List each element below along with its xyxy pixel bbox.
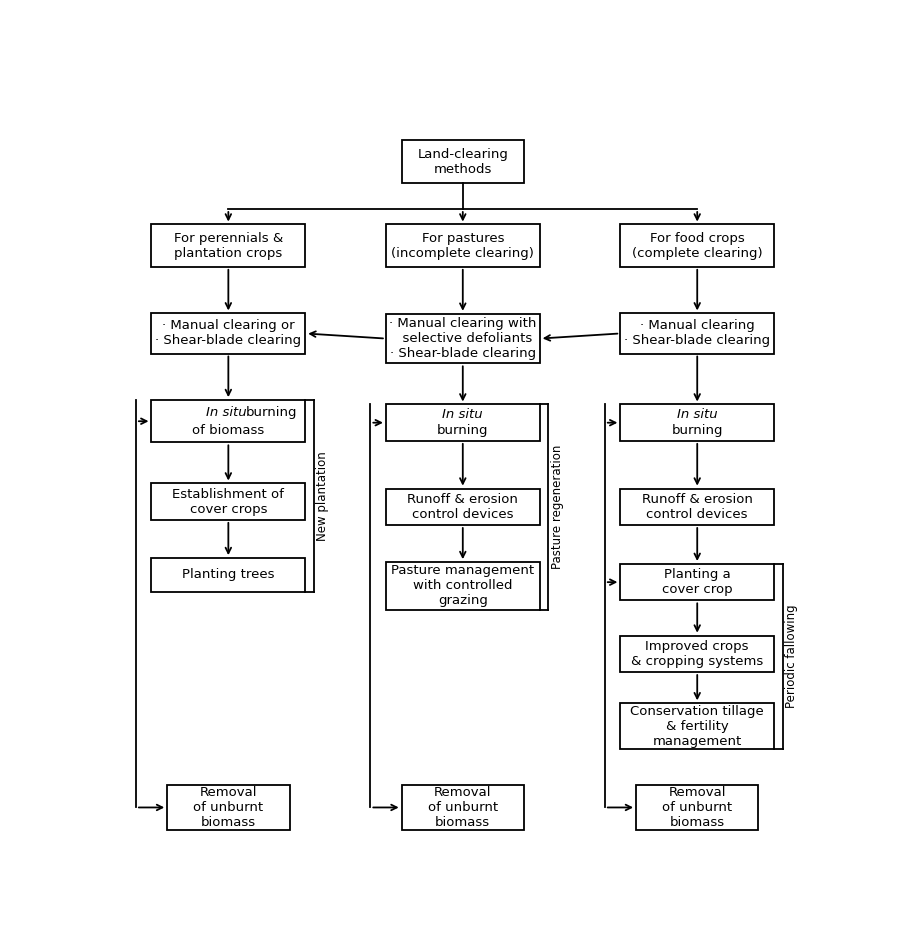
Text: New plantation: New plantation	[316, 451, 329, 541]
Bar	[152, 314, 305, 353]
Text: Pasture management
with controlled
grazing: Pasture management with controlled grazi…	[391, 564, 534, 607]
Bar	[620, 636, 773, 673]
Text: For perennials &
plantation crops: For perennials & plantation crops	[173, 232, 282, 259]
Bar	[620, 564, 773, 600]
Text: · Manual clearing with
  selective defoliants
· Shear-blade clearing: · Manual clearing with selective defolia…	[389, 317, 536, 360]
Text: In situ: In situ	[442, 408, 483, 421]
Bar	[620, 314, 773, 353]
Bar	[620, 224, 773, 267]
Text: of biomass: of biomass	[192, 424, 264, 437]
Text: Planting a
cover crop: Planting a cover crop	[661, 568, 732, 597]
Bar	[385, 405, 539, 441]
Bar	[635, 785, 758, 830]
Text: Runoff & erosion
control devices: Runoff & erosion control devices	[641, 493, 752, 521]
Text: In situ: In situ	[206, 406, 251, 419]
Text: · Manual clearing
· Shear-blade clearing: · Manual clearing · Shear-blade clearing	[623, 319, 769, 348]
Text: For food crops
(complete clearing): For food crops (complete clearing)	[631, 232, 761, 259]
Bar	[385, 224, 539, 267]
Bar	[385, 488, 539, 525]
Bar	[152, 400, 305, 443]
Text: Pasture regeneration: Pasture regeneration	[550, 445, 563, 569]
Bar	[385, 562, 539, 610]
Text: Removal
of unburnt
biomass: Removal of unburnt biomass	[661, 786, 732, 829]
Text: Land-clearing
methods: Land-clearing methods	[417, 147, 508, 176]
Bar	[401, 140, 523, 183]
Text: Establishment of
cover crops: Establishment of cover crops	[172, 487, 284, 516]
Text: For pastures
(incomplete clearing): For pastures (incomplete clearing)	[391, 232, 534, 259]
Bar	[167, 785, 290, 830]
Text: Removal
of unburnt
biomass: Removal of unburnt biomass	[193, 786, 263, 829]
Text: · Manual clearing or
· Shear-blade clearing: · Manual clearing or · Shear-blade clear…	[155, 319, 301, 348]
Bar	[152, 484, 305, 520]
Bar	[152, 558, 305, 592]
Bar	[385, 314, 539, 364]
Text: burning: burning	[245, 406, 297, 419]
Text: Removal
of unburnt
biomass: Removal of unburnt biomass	[428, 786, 497, 829]
Bar	[152, 224, 305, 267]
Text: Planting trees: Planting trees	[182, 568, 274, 581]
Text: Runoff & erosion
control devices: Runoff & erosion control devices	[407, 493, 518, 521]
Text: burning: burning	[671, 424, 723, 437]
Text: Conservation tillage
& fertility
management: Conservation tillage & fertility managem…	[630, 705, 763, 748]
Text: Periodic fallowing: Periodic fallowing	[785, 605, 797, 709]
Bar	[401, 785, 523, 830]
Bar	[620, 703, 773, 750]
Text: Improved crops
& cropping systems: Improved crops & cropping systems	[630, 640, 762, 668]
Bar	[620, 405, 773, 441]
Text: burning: burning	[437, 424, 488, 437]
Text: In situ: In situ	[676, 408, 717, 421]
Bar	[620, 488, 773, 525]
